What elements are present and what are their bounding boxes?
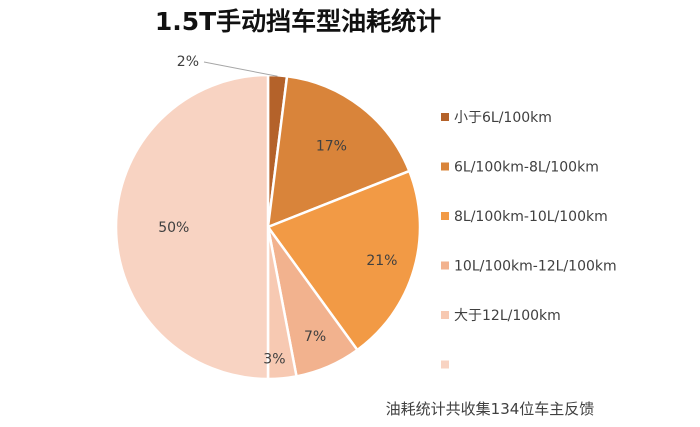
leader-line xyxy=(203,61,278,77)
legend-label-0: 小于6L/100km xyxy=(454,110,552,126)
legend-label-4: 大于12L/100km xyxy=(454,308,561,324)
data-labels: 2% 17% 21% 7% 3% 50% xyxy=(158,54,397,367)
data-label-2: 21% xyxy=(366,253,397,269)
legend-swatch-3 xyxy=(441,261,449,270)
legend-swatch-4 xyxy=(441,311,449,319)
chart-title: 1.5T手动挡车型油耗统计 xyxy=(155,7,441,36)
data-label-5: 50% xyxy=(158,220,189,236)
data-label-4: 3% xyxy=(263,351,285,367)
legend-swatch-1 xyxy=(441,162,449,171)
legend-swatch-0 xyxy=(441,113,449,121)
footnote: 油耗统计共收集134位车主反馈 xyxy=(386,400,595,418)
legend: 小于6L/100km 6L/100km-8L/100km 8L/100km-10L/… xyxy=(441,110,617,369)
data-label-0: 2% xyxy=(177,54,199,70)
legend-swatch-2 xyxy=(441,212,449,220)
pie-slice-1 xyxy=(266,74,411,229)
legend-label-1: 6L/100km-8L/100km xyxy=(454,160,599,176)
pie-slices xyxy=(114,73,422,381)
pie-slice-5 xyxy=(114,73,270,381)
pie-slice-2 xyxy=(266,169,422,352)
data-label-3: 7% xyxy=(304,329,326,345)
legend-label-3: 10L/100km-12L/100km xyxy=(454,259,617,275)
legend-label-2: 8L/100km-10L/100km xyxy=(454,209,608,225)
legend-swatch-5 xyxy=(441,360,449,369)
data-label-1: 17% xyxy=(316,138,347,154)
